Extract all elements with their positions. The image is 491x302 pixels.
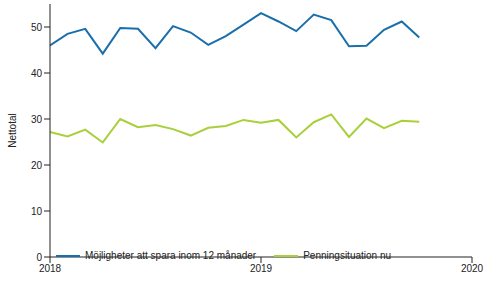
svg-text:2018: 2018 [39, 263, 62, 274]
html-text:Möjligheter att spara inom 12: Möjligheter att spara inom 12 månader [85, 250, 257, 261]
svg-text:40: 40 [31, 68, 43, 79]
svg-text:Nettotal: Nettotal [8, 113, 18, 147]
svg-text:50: 50 [31, 22, 43, 33]
svg-text:10: 10 [31, 206, 43, 217]
svg-text:2019: 2019 [250, 263, 273, 274]
svg-text:20: 20 [31, 160, 43, 171]
svg-text:30: 30 [31, 114, 43, 125]
svg-text:2020: 2020 [461, 263, 483, 274]
svg-text:0: 0 [36, 252, 42, 263]
html-text:Penningsituation nu: Penningsituation nu [303, 250, 392, 261]
